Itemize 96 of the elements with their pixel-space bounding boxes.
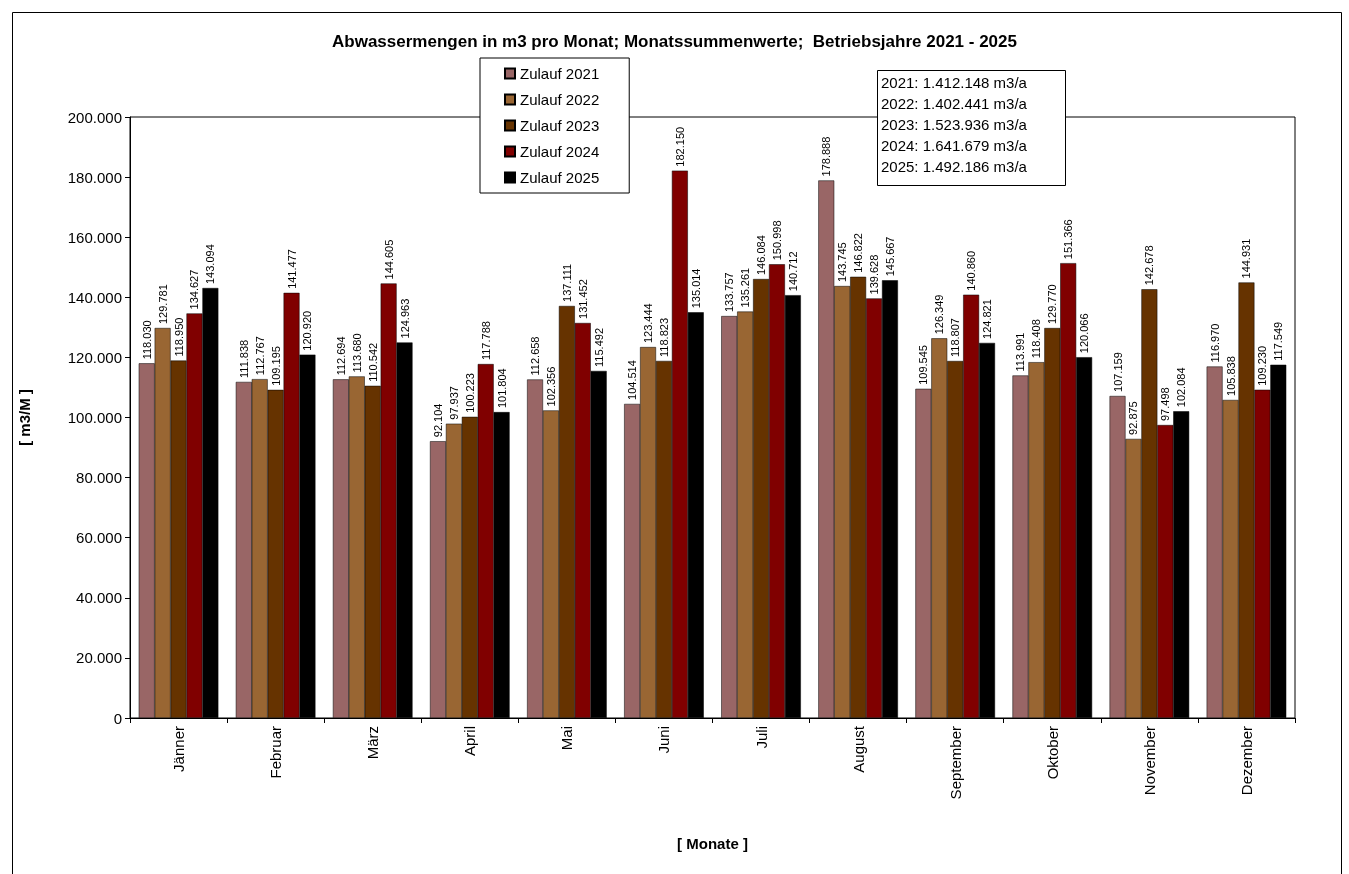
y-tick-label: 120.000 <box>67 348 122 366</box>
data-label: 102.356 <box>544 366 557 407</box>
data-label: 92.875 <box>1127 401 1140 435</box>
data-label: 140.712 <box>786 251 799 292</box>
data-label: 92.104 <box>431 403 444 438</box>
data-label: 134.627 <box>188 269 201 310</box>
data-label: 118.408 <box>1030 319 1043 359</box>
y-tick-label: 0 <box>113 709 122 727</box>
data-label: 145.667 <box>883 236 896 277</box>
data-label: 118.950 <box>172 317 185 357</box>
y-tick-label: 180.000 <box>67 168 122 186</box>
x-tick-label: Juli <box>752 726 770 749</box>
data-label: 107.159 <box>1111 352 1124 392</box>
text: 2022: 1.402.441 m3/a <box>881 95 1028 112</box>
data-label: 97.937 <box>447 386 460 420</box>
legend-label: Zulauf 2022 <box>520 91 600 108</box>
x-tick-label: März <box>364 726 382 760</box>
x-tick-label: April <box>461 726 479 757</box>
data-label: 110.542 <box>366 342 379 382</box>
legend-label: Zulauf 2024 <box>520 143 600 160</box>
x-tick-label: August <box>849 725 867 773</box>
data-label: 109.230 <box>1256 346 1269 386</box>
y-tick-label: 20.000 <box>76 649 122 667</box>
annotation: 2025: 1.492.186 m3/a <box>881 158 1028 175</box>
x-tick-label: November <box>1140 726 1158 796</box>
legend-label: Zulauf 2025 <box>520 169 600 186</box>
x-tick-label: Februar <box>267 726 285 779</box>
data-label: 109.195 <box>269 346 282 386</box>
data-label: 133.757 <box>723 272 736 313</box>
data-label: 101.804 <box>495 368 508 409</box>
x-tick-label: Dezember <box>1237 726 1255 796</box>
y-tick-label: 100.000 <box>67 409 122 426</box>
data-label: 137.111 <box>560 263 573 302</box>
data-label: 120.920 <box>301 310 314 351</box>
legend-label: Zulauf 2023 <box>520 117 600 134</box>
data-label: 144.605 <box>382 239 395 280</box>
data-label: 144.931 <box>1240 238 1253 279</box>
data-label: 135.261 <box>739 267 752 308</box>
data-label: 126.349 <box>933 294 946 335</box>
x-tick-label: Juni <box>655 726 673 754</box>
data-label: 143.094 <box>204 244 217 284</box>
data-label: 117.549 <box>1272 321 1285 361</box>
data-label: 124.963 <box>398 298 411 339</box>
y-axis-title: [ m3/M ] <box>16 389 33 446</box>
data-label: 116.970 <box>1208 323 1221 363</box>
data-label: 118.823 <box>657 317 670 357</box>
y-tick-label: 80.000 <box>76 469 122 487</box>
data-label: 123.444 <box>642 303 655 344</box>
data-label: 140.860 <box>965 250 978 291</box>
data-label: 151.366 <box>1062 219 1075 260</box>
data-label: 141.477 <box>285 249 298 289</box>
annotation: 2024: 1.641.679 m3/a <box>881 137 1028 154</box>
data-label: 105.838 <box>1224 356 1237 396</box>
text: 2021: 1.412.148 m3/a <box>881 74 1028 91</box>
y-tick-label: 40.000 <box>76 589 122 607</box>
data-label: 112.767 <box>253 336 266 376</box>
x-axis-title: [ Monate ] <box>677 835 748 852</box>
y-tick-label: 200.000 <box>67 108 122 126</box>
data-label: 146.084 <box>755 235 768 276</box>
data-label: 129.781 <box>156 284 169 325</box>
y-tick-label: 140.000 <box>67 288 122 306</box>
data-label: 111.838 <box>237 339 250 378</box>
data-label: 150.998 <box>770 220 783 261</box>
data-label: 135.014 <box>689 268 702 309</box>
data-label: 124.821 <box>981 299 994 339</box>
data-label: 129.770 <box>1046 284 1059 325</box>
data-label: 131.452 <box>576 279 589 319</box>
data-label: 102.084 <box>1175 367 1188 408</box>
data-label: 178.888 <box>820 136 833 177</box>
data-label: 142.678 <box>1143 245 1156 286</box>
data-label: 100.223 <box>463 373 476 413</box>
data-label: 97.498 <box>1159 387 1172 422</box>
x-tick-label: Jänner <box>170 726 188 772</box>
data-label: 109.545 <box>917 345 930 385</box>
y-tick-label: 60.000 <box>76 529 122 547</box>
data-label: 139.628 <box>868 254 881 295</box>
data-label: 117.788 <box>479 321 492 361</box>
data-label: 112.658 <box>529 336 542 376</box>
data-label: 146.822 <box>852 233 865 273</box>
data-label: 113.680 <box>350 333 363 373</box>
data-label: 113.991 <box>1014 332 1027 372</box>
x-tick-label: Mai <box>558 726 576 751</box>
data-label: 112.694 <box>334 336 347 376</box>
data-label: 182.150 <box>673 126 686 167</box>
x-tick-label: Oktober <box>1043 726 1061 780</box>
data-label: 118.030 <box>140 320 153 360</box>
chart-title: Abwassermengen in m3 pro Monat; Monatssummenwerte; Betriebsjahre 2021 - 2025 <box>332 32 1017 51</box>
legend-label: Zulauf 2021 <box>520 65 600 82</box>
data-label: 143.745 <box>836 242 849 283</box>
data-label: 120.066 <box>1078 313 1091 354</box>
annotation: 2023: 1.523.936 m3/a <box>881 116 1028 133</box>
x-tick-label: September <box>946 726 964 800</box>
data-label: 104.514 <box>626 360 639 400</box>
data-label: 115.492 <box>592 327 605 367</box>
data-label: 118.807 <box>949 318 962 357</box>
y-tick-label: 160.000 <box>67 228 122 246</box>
